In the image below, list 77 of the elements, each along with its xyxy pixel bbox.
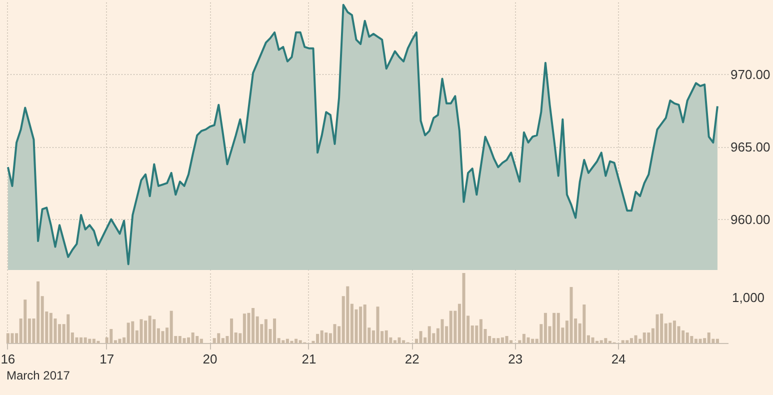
bar — [140, 319, 143, 343]
bar — [707, 332, 710, 343]
bar — [492, 338, 496, 343]
bar — [505, 336, 508, 343]
bar — [510, 340, 513, 343]
bar — [196, 336, 199, 343]
bar — [49, 312, 52, 343]
bar — [582, 304, 586, 343]
bar — [419, 331, 422, 343]
x-tick-label: 22 — [404, 352, 420, 366]
bar — [110, 329, 113, 343]
bar — [531, 338, 534, 343]
bar — [333, 324, 336, 343]
bar — [698, 338, 702, 343]
bar — [131, 321, 134, 343]
text: 1,000 — [732, 290, 765, 305]
bar — [634, 335, 638, 343]
bar — [200, 338, 203, 343]
bar — [384, 330, 388, 343]
bar — [428, 326, 431, 343]
bar — [449, 310, 452, 343]
bar — [440, 319, 444, 343]
x-tick-label: 21 — [302, 352, 316, 366]
x-tick-label: 23 — [508, 352, 523, 366]
x-axis-title: March 2017 — [6, 368, 70, 382]
bar — [556, 312, 560, 343]
bar — [92, 338, 96, 343]
x-tick-label: 17 — [100, 352, 114, 366]
bar — [526, 337, 530, 343]
bar — [604, 338, 608, 343]
bar — [690, 336, 694, 343]
bar — [570, 287, 573, 343]
bar — [324, 332, 328, 343]
bar — [686, 332, 689, 343]
x-tick-label: 16 — [0, 352, 16, 366]
bar — [668, 322, 672, 343]
bar — [376, 306, 380, 343]
bar — [118, 338, 122, 343]
bar — [88, 338, 92, 343]
bar — [84, 337, 87, 343]
bar — [6, 333, 10, 343]
bar — [621, 340, 624, 343]
bar — [148, 316, 152, 343]
bar — [462, 273, 466, 343]
bar — [496, 338, 500, 343]
bar — [298, 340, 302, 343]
bar — [170, 310, 173, 343]
bar — [10, 333, 14, 343]
bar — [178, 336, 182, 343]
bar — [126, 322, 130, 343]
bar — [642, 332, 646, 343]
bar — [161, 331, 164, 343]
bar — [647, 332, 650, 343]
bar — [626, 340, 629, 343]
bar — [656, 314, 659, 343]
x-tick-label: 20 — [202, 352, 218, 366]
bar — [660, 314, 664, 343]
bar — [24, 300, 27, 343]
bar — [591, 337, 594, 343]
bar — [282, 340, 285, 343]
bar — [600, 340, 603, 343]
bar — [346, 286, 350, 343]
bar — [217, 333, 220, 343]
bar — [682, 330, 685, 343]
bar — [66, 314, 70, 343]
y-tick-label: 965.00 — [730, 139, 770, 154]
x-tick-label: 24 — [611, 352, 626, 366]
bar — [363, 304, 366, 343]
bar — [716, 338, 719, 343]
bar — [398, 337, 401, 343]
bar — [182, 338, 186, 343]
bar — [320, 330, 324, 343]
bar — [152, 319, 156, 343]
y-tick-label: 960.00 — [730, 212, 770, 227]
bar — [552, 312, 556, 343]
bar — [191, 332, 194, 343]
y-tick-label: 970.00 — [730, 66, 770, 82]
